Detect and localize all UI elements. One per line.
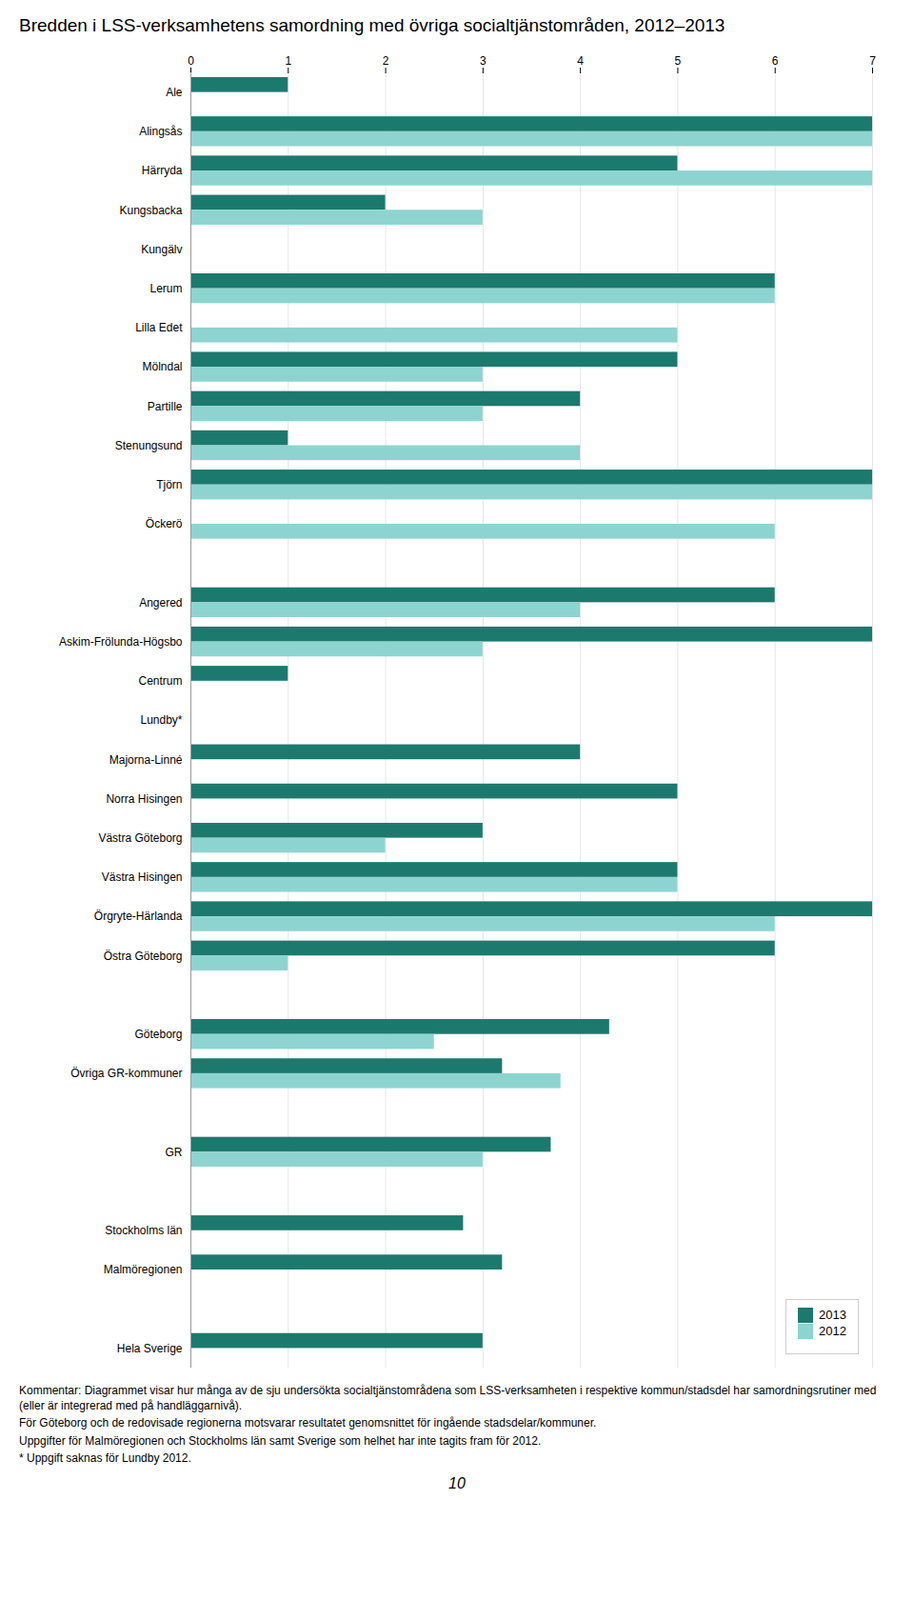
- svg-text:Malmöregionen: Malmöregionen: [103, 1262, 183, 1276]
- svg-text:Alingsås: Alingsås: [139, 124, 182, 139]
- svg-text:Örgryte-Härlanda: Örgryte-Härlanda: [94, 909, 183, 923]
- svg-text:Övriga GR-kommuner: Övriga GR-kommuner: [70, 1066, 182, 1080]
- svg-text:Kungsbacka: Kungsbacka: [119, 203, 182, 218]
- html-text:Kommentar: Diagrammet visar hu: Kommentar: Diagrammet visar hur många av…: [19, 1383, 877, 1413]
- svg-text:5: 5: [675, 54, 682, 68]
- svg-text:Kungälv: Kungälv: [140, 242, 182, 257]
- svg-text:Lerum: Lerum: [149, 281, 182, 296]
- svg-text:Partille: Partille: [147, 399, 183, 414]
- svg-text:Västra Hisingen: Västra Hisingen: [101, 870, 183, 884]
- html-text:Bredden i LSS-verksamhetens sa: Bredden i LSS-verksamhetens samordning m…: [19, 15, 725, 36]
- svg-text:Tjörn: Tjörn: [156, 477, 182, 492]
- svg-text:6: 6: [772, 54, 779, 68]
- svg-text:3: 3: [479, 54, 487, 68]
- html-text:* Uppgift saknas för Lundby 20: * Uppgift saknas för Lundby 2012.: [19, 1450, 192, 1465]
- svg-text:Hela Sverige: Hela Sverige: [117, 1341, 183, 1355]
- svg-text:Östra Göteborg: Östra Göteborg: [103, 949, 183, 963]
- svg-text:GR: GR: [165, 1145, 183, 1159]
- svg-text:Angered: Angered: [139, 596, 182, 610]
- svg-text:Göteborg: Göteborg: [134, 1027, 182, 1041]
- html-text:2013: 2013: [818, 1307, 847, 1322]
- svg-text:Stenungsund: Stenungsund: [115, 438, 183, 453]
- svg-text:Ale: Ale: [165, 85, 183, 100]
- svg-text:2: 2: [382, 54, 390, 68]
- svg-text:Härryda: Härryda: [141, 163, 183, 178]
- svg-text:Öckerö: Öckerö: [145, 516, 183, 531]
- html-text:2012: 2012: [818, 1323, 847, 1338]
- html-text:10: 10: [448, 1474, 466, 1491]
- svg-text:Majorna-Linné: Majorna-Linné: [109, 753, 183, 767]
- svg-text:Lundby*: Lundby*: [139, 713, 182, 727]
- html-text:Uppgifter för Malmöregionen oc: Uppgifter för Malmöregionen och Stockhol…: [19, 1433, 542, 1447]
- svg-text:Centrum: Centrum: [138, 674, 182, 688]
- svg-text:7: 7: [869, 54, 876, 68]
- svg-text:Lilla Edet: Lilla Edet: [135, 320, 183, 335]
- svg-text:4: 4: [576, 54, 584, 68]
- svg-text:0: 0: [187, 54, 195, 68]
- svg-text:1: 1: [284, 54, 292, 68]
- svg-text:Mölndal: Mölndal: [141, 359, 182, 374]
- svg-text:Askim-Frölunda-Högsbo: Askim-Frölunda-Högsbo: [59, 635, 183, 649]
- svg-text:Västra Göteborg: Västra Göteborg: [98, 831, 182, 845]
- svg-text:Stockholms län: Stockholms län: [104, 1223, 182, 1237]
- html-text:För Göteborg och de redovisade: För Göteborg och de redovisade regionern…: [19, 1416, 597, 1430]
- svg-text:Norra Hisingen: Norra Hisingen: [105, 792, 182, 806]
